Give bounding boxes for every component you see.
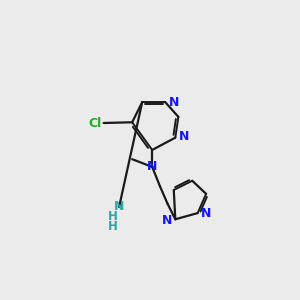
Text: H: H: [108, 210, 118, 223]
Text: N: N: [147, 160, 158, 173]
Text: Cl: Cl: [88, 116, 101, 130]
Text: N: N: [114, 200, 124, 213]
Text: N: N: [201, 207, 211, 220]
Text: N: N: [179, 130, 190, 143]
Text: H: H: [108, 220, 118, 233]
Text: N: N: [162, 214, 172, 227]
Text: N: N: [168, 97, 179, 110]
